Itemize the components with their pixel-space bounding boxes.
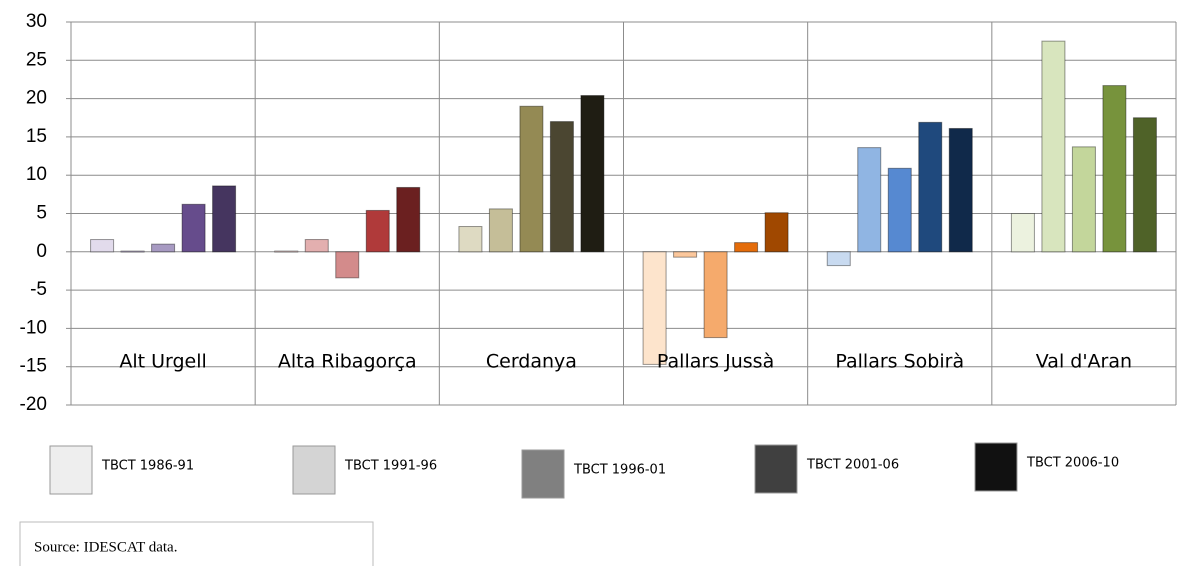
legend-label: TBCT 2001-06 <box>806 458 899 473</box>
bar <box>580 95 605 253</box>
bar <box>120 250 145 253</box>
bar <box>703 251 728 339</box>
category-label: Pallars Jussà <box>657 351 774 373</box>
bar <box>365 209 390 253</box>
y-tick-label: 0 <box>36 241 47 262</box>
bar <box>335 251 360 279</box>
bar <box>918 121 943 253</box>
legend-swatch <box>292 445 336 495</box>
bar <box>396 186 421 253</box>
bar <box>734 242 759 253</box>
bar <box>212 185 237 253</box>
y-tick-label: 20 <box>26 88 47 109</box>
y-tick-label: 30 <box>26 11 47 32</box>
category-label: Alta Ribagorça <box>278 351 417 373</box>
bar <box>151 243 176 253</box>
y-tick-label: -15 <box>20 356 47 377</box>
legend-label: TBCT 1991-96 <box>344 459 437 474</box>
y-tick-label: -5 <box>30 279 47 300</box>
category-label: Val d'Aran <box>1036 351 1132 373</box>
category-label: Cerdanya <box>486 351 577 373</box>
source-note: Source: IDESCAT data. <box>34 539 177 555</box>
y-tick-label: -20 <box>20 394 47 415</box>
bar <box>948 127 973 253</box>
bar <box>549 121 574 253</box>
bar <box>887 167 912 253</box>
legend-label: TBCT 1996-01 <box>573 463 666 478</box>
bar <box>181 203 206 253</box>
bar <box>1071 146 1096 253</box>
bar <box>1102 85 1127 253</box>
y-tick-label: 15 <box>26 126 47 147</box>
bar <box>1041 40 1066 253</box>
legend-swatch <box>521 449 565 499</box>
legend-label: TBCT 2006-10 <box>1026 456 1119 471</box>
bar <box>826 251 851 267</box>
bar <box>304 239 329 253</box>
legend-label: TBCT 1986-91 <box>101 459 194 474</box>
y-tick-label: 10 <box>26 164 47 185</box>
bar <box>673 251 698 258</box>
bar <box>1010 213 1035 253</box>
legend-swatch <box>974 442 1018 492</box>
bar <box>642 251 667 365</box>
bar <box>519 105 544 253</box>
source-box <box>19 521 374 566</box>
y-tick-label: -10 <box>20 317 47 338</box>
bar <box>488 208 513 253</box>
bar <box>458 226 483 253</box>
bar <box>274 250 299 253</box>
legend-swatch <box>754 444 798 494</box>
bar <box>90 239 115 253</box>
y-tick-label: 5 <box>36 203 47 224</box>
bar <box>764 212 789 253</box>
bar <box>1132 117 1157 253</box>
legend-swatch <box>49 445 93 495</box>
bar <box>857 147 882 253</box>
category-label: Pallars Sobirà <box>835 351 964 373</box>
category-label: Alt Urgell <box>119 351 206 373</box>
y-tick-label: 25 <box>26 49 47 70</box>
